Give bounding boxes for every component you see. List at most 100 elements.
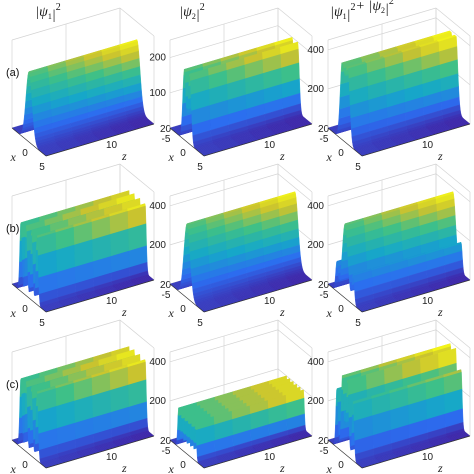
x-tick-label: -5 bbox=[320, 446, 329, 457]
x-tick-label: 0 bbox=[338, 148, 344, 159]
z-tick-label: 10 bbox=[106, 296, 118, 307]
x-tick-label: -5 bbox=[162, 446, 171, 457]
x-tick-label: -5 bbox=[162, 290, 171, 301]
value-axis: 200 400 bbox=[307, 357, 324, 407]
row-label: (c) bbox=[6, 379, 19, 391]
z-tick-label: 10 bbox=[106, 140, 118, 151]
x-axis-label: x bbox=[326, 150, 333, 164]
x-axis-label: x bbox=[326, 462, 333, 474]
x-tick-label: 5 bbox=[355, 318, 361, 329]
z-axis-label: z bbox=[279, 305, 285, 319]
value-tick-label: 200 bbox=[307, 84, 324, 95]
column-titles: |ψ1|2 |ψ2|2 |ψ1|2+ |ψ2|2 bbox=[35, 0, 394, 23]
surface bbox=[169, 191, 313, 313]
value-tick-label: 400 bbox=[307, 357, 324, 368]
z-tick-label: 10 bbox=[422, 452, 434, 463]
z-axis-label: z bbox=[437, 149, 443, 163]
surface bbox=[11, 39, 155, 157]
value-tick-label: 200 bbox=[307, 240, 324, 251]
value-tick-label: 200 bbox=[149, 396, 166, 407]
surface bbox=[327, 30, 471, 157]
column-title-3: |ψ1|2+ |ψ2|2 bbox=[330, 0, 394, 23]
x-axis-label: x bbox=[326, 306, 333, 320]
x-tick-label: 5 bbox=[197, 318, 203, 329]
x-tick-label: 5 bbox=[39, 162, 45, 173]
z-tick-label: 10 bbox=[422, 296, 434, 307]
value-tick-label: 200 bbox=[149, 53, 166, 64]
z-axis-label: z bbox=[121, 461, 127, 474]
z-axis-label: z bbox=[437, 305, 443, 319]
x-tick-label: 0 bbox=[180, 304, 186, 315]
x-axis-label: x bbox=[10, 306, 17, 320]
x-tick-label: 0 bbox=[180, 460, 186, 471]
column-title-1: |ψ1|2 bbox=[35, 2, 60, 23]
x-axis-label: x bbox=[168, 150, 175, 164]
panels: 05x1020z(a)-505x1020z100200-505x1020z200… bbox=[6, 7, 471, 474]
z-axis-label: z bbox=[279, 461, 285, 474]
x-tick-label: 0 bbox=[180, 148, 186, 159]
row-label: (b) bbox=[6, 223, 19, 235]
z-axis: 10 20 z bbox=[45, 123, 172, 163]
x-tick-label: 5 bbox=[197, 162, 203, 173]
surface bbox=[11, 346, 155, 469]
z-axis-label: z bbox=[279, 149, 285, 163]
value-tick-label: 400 bbox=[307, 45, 324, 56]
value-axis: 200 400 bbox=[307, 45, 324, 95]
value-axis: 200 400 bbox=[149, 357, 166, 407]
x-axis: -5 05 x bbox=[162, 127, 205, 173]
surface bbox=[169, 375, 313, 469]
z-tick-label: 10 bbox=[264, 296, 276, 307]
x-axis-label: x bbox=[168, 306, 175, 320]
panel-a-1: 05 x 10 20 z (a) bbox=[6, 7, 172, 173]
value-axis: 100 200 bbox=[149, 53, 166, 99]
surface bbox=[327, 191, 471, 313]
x-axis-label: x bbox=[10, 462, 17, 474]
surface bbox=[169, 37, 313, 157]
x-axis-label: x bbox=[10, 150, 17, 164]
x-tick-label: 5 bbox=[39, 318, 45, 329]
value-tick-label: 200 bbox=[307, 396, 324, 407]
surface bbox=[11, 190, 155, 313]
x-tick-label: -5 bbox=[162, 134, 171, 145]
x-axis-label: x bbox=[168, 462, 175, 474]
value-tick-label: 400 bbox=[149, 357, 166, 368]
value-axis: 200 400 bbox=[307, 201, 324, 251]
x-tick-label: 0 bbox=[22, 148, 28, 159]
z-axis-label: z bbox=[437, 461, 443, 474]
x-axis: 05 x bbox=[10, 127, 47, 173]
value-axis: 200 400 bbox=[149, 201, 166, 251]
value-tick-label: 200 bbox=[149, 240, 166, 251]
z-axis-label: z bbox=[121, 305, 127, 319]
z-tick-label: 20 bbox=[160, 124, 172, 135]
z-axis-label: z bbox=[121, 149, 127, 163]
z-tick-label: 20 bbox=[318, 124, 330, 135]
x-tick-label: 0 bbox=[22, 304, 28, 315]
column-title-2: |ψ2|2 bbox=[179, 2, 204, 23]
row-label: (a) bbox=[6, 67, 19, 79]
x-axis: -5 05 x bbox=[320, 127, 363, 173]
value-tick-label: 400 bbox=[307, 201, 324, 212]
x-tick-label: 0 bbox=[22, 460, 28, 471]
z-tick-label: 10 bbox=[106, 452, 118, 463]
value-tick-label: 100 bbox=[149, 88, 166, 99]
x-tick-label: 0 bbox=[338, 460, 344, 471]
z-tick-label: 10 bbox=[264, 452, 276, 463]
surface bbox=[327, 343, 471, 469]
x-tick-label: 5 bbox=[355, 162, 361, 173]
x-tick-label: 0 bbox=[338, 304, 344, 315]
value-tick-label: 400 bbox=[149, 201, 166, 212]
z-tick-label: 10 bbox=[422, 140, 434, 151]
x-tick-label: -5 bbox=[320, 290, 329, 301]
panel-a-2: -5 05 x 10 20 z 100 200 bbox=[149, 7, 330, 173]
x-tick-label: -5 bbox=[320, 134, 329, 145]
